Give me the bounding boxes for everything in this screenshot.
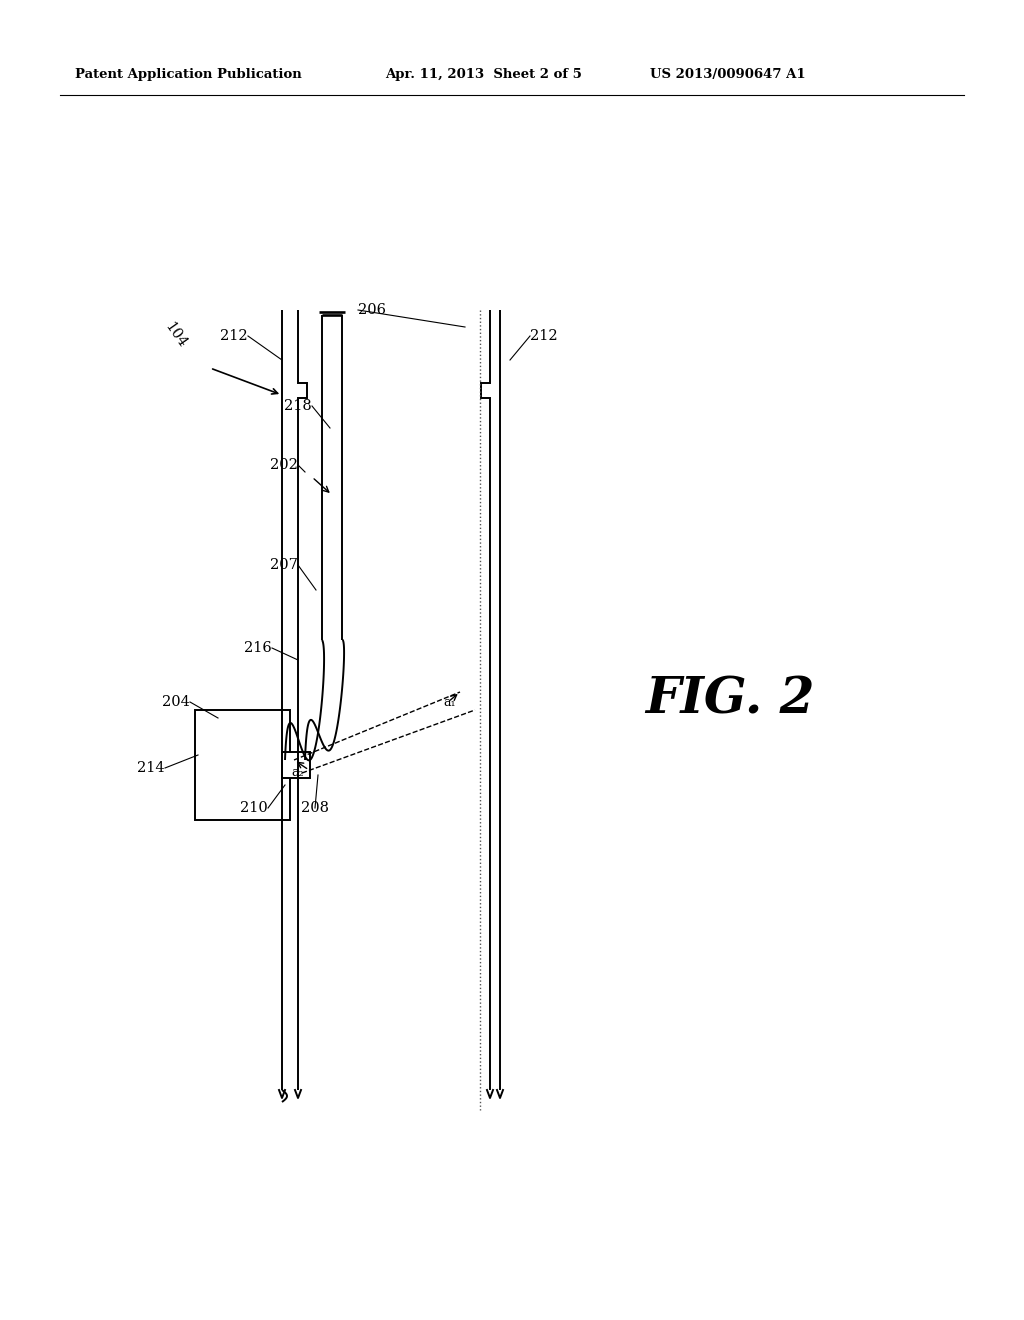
Text: 212: 212 bbox=[220, 329, 248, 343]
Text: FIG. 2: FIG. 2 bbox=[645, 676, 815, 725]
Text: 212: 212 bbox=[530, 329, 558, 343]
Text: a₁: a₁ bbox=[443, 696, 457, 709]
Text: US 2013/0090647 A1: US 2013/0090647 A1 bbox=[650, 69, 806, 81]
Text: a₂: a₂ bbox=[292, 766, 304, 779]
Bar bbox=[282, 752, 310, 777]
Text: 210: 210 bbox=[241, 801, 268, 814]
Text: 207: 207 bbox=[270, 558, 298, 572]
Text: 208: 208 bbox=[301, 801, 329, 814]
Text: 218: 218 bbox=[285, 399, 312, 413]
Text: 216: 216 bbox=[245, 642, 272, 655]
Text: 214: 214 bbox=[137, 762, 165, 775]
Text: 204: 204 bbox=[162, 696, 190, 709]
Text: 104: 104 bbox=[162, 319, 188, 350]
Text: 206: 206 bbox=[358, 304, 386, 317]
Text: Apr. 11, 2013  Sheet 2 of 5: Apr. 11, 2013 Sheet 2 of 5 bbox=[385, 69, 582, 81]
Text: Patent Application Publication: Patent Application Publication bbox=[75, 69, 302, 81]
Text: 202: 202 bbox=[270, 458, 298, 473]
Bar bbox=[195, 710, 290, 820]
